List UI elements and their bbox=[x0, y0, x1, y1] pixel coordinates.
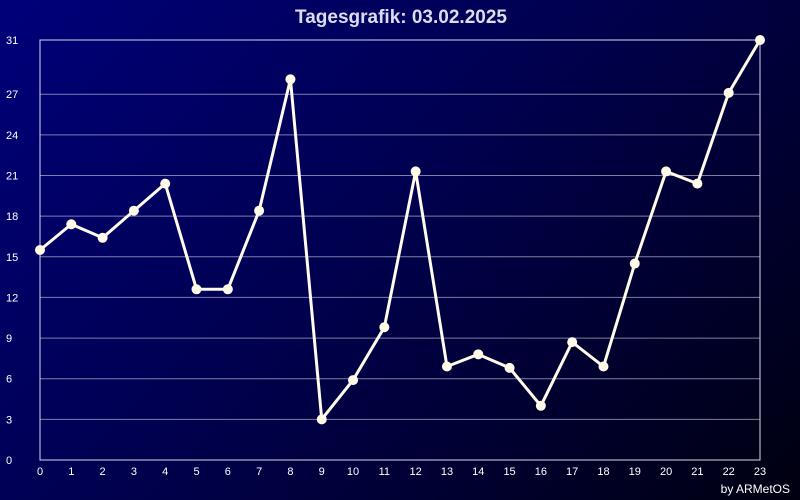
data-point bbox=[473, 349, 484, 360]
data-point bbox=[35, 245, 45, 255]
x-tick-label: 16 bbox=[535, 466, 547, 478]
data-point bbox=[629, 258, 640, 269]
x-tick-label: 2 bbox=[100, 466, 106, 478]
x-tick-label: 1 bbox=[68, 466, 74, 478]
x-tick-label: 5 bbox=[193, 466, 199, 478]
x-tick-label: 13 bbox=[441, 466, 453, 478]
y-tick-label: 3 bbox=[6, 414, 12, 426]
data-point bbox=[723, 87, 734, 98]
x-tick-label: 21 bbox=[691, 466, 703, 478]
x-tick-label: 0 bbox=[37, 466, 43, 478]
data-point bbox=[285, 74, 296, 85]
y-tick-label: 12 bbox=[6, 292, 18, 304]
data-point bbox=[316, 414, 327, 425]
data-point bbox=[128, 205, 139, 216]
data-point bbox=[410, 166, 421, 177]
chart-title: Tagesgrafik: 03.02.2025 bbox=[295, 7, 507, 28]
data-point bbox=[160, 178, 171, 189]
data-point bbox=[567, 337, 578, 348]
credit-label: by ARMetOS bbox=[721, 482, 790, 496]
data-point bbox=[254, 205, 265, 216]
data-point bbox=[598, 361, 609, 372]
x-tick-label: 6 bbox=[225, 466, 231, 478]
y-tick-label: 9 bbox=[6, 333, 12, 345]
x-tick-label: 19 bbox=[629, 466, 641, 478]
x-tick-label: 3 bbox=[131, 466, 137, 478]
y-axis-ticks: 0 3 6 9 12 15 18 21 24 27 31 bbox=[6, 35, 18, 467]
data-point bbox=[97, 232, 108, 243]
x-tick-label: 11 bbox=[379, 466, 390, 478]
y-tick-label: 27 bbox=[6, 89, 18, 101]
x-tick-label: 17 bbox=[566, 466, 578, 478]
y-tick-label: 31 bbox=[6, 35, 18, 47]
x-tick-label: 7 bbox=[256, 466, 262, 478]
data-point bbox=[661, 166, 672, 177]
x-tick-label: 8 bbox=[287, 466, 293, 478]
data-point bbox=[441, 361, 452, 372]
x-tick-label: 9 bbox=[319, 466, 325, 478]
x-tick-label: 18 bbox=[597, 466, 609, 478]
x-tick-label: 10 bbox=[347, 466, 359, 478]
series-line bbox=[39, 39, 762, 421]
data-point bbox=[504, 362, 515, 373]
y-tick-label: 21 bbox=[6, 170, 18, 182]
data-point bbox=[379, 322, 390, 333]
y-tick-label: 24 bbox=[6, 130, 18, 142]
x-tick-label: 22 bbox=[723, 466, 735, 478]
data-points bbox=[35, 35, 765, 425]
x-tick-label: 14 bbox=[472, 466, 484, 478]
y-tick-label: 0 bbox=[6, 455, 12, 467]
y-tick-label: 6 bbox=[6, 374, 12, 386]
data-point bbox=[66, 219, 77, 230]
x-axis-ticks: 0 1 2 3 4 5 6 7 8 9 10 11 12 13 14 15 16 17 18 19 20 21 22 23 bbox=[37, 466, 766, 478]
y-tick-label: 15 bbox=[6, 252, 18, 264]
data-point bbox=[222, 284, 233, 295]
data-point bbox=[348, 375, 359, 386]
x-tick-label: 15 bbox=[503, 466, 515, 478]
x-tick-label: 23 bbox=[754, 466, 766, 478]
y-tick-label: 18 bbox=[6, 211, 18, 223]
x-tick-label: 20 bbox=[660, 466, 672, 478]
x-tick-label: 4 bbox=[162, 466, 168, 478]
x-tick-label: 12 bbox=[410, 466, 422, 478]
data-point bbox=[535, 400, 546, 411]
data-point bbox=[755, 35, 765, 45]
data-point bbox=[692, 178, 703, 189]
data-point bbox=[191, 284, 202, 295]
